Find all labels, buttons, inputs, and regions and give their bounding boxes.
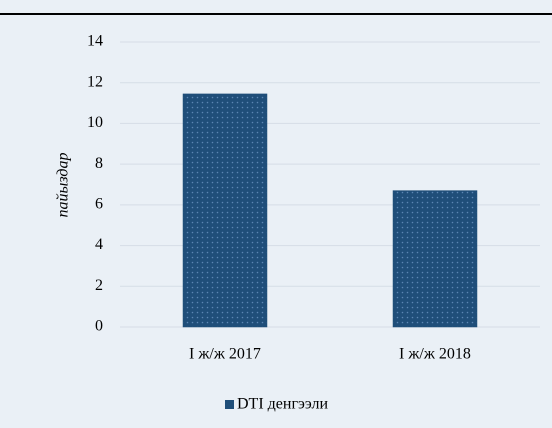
y-tick-label: 10 [87, 114, 103, 131]
y-tick-label: 8 [95, 155, 103, 172]
x-tick-label: I ж/ж 2017 [189, 346, 261, 363]
bar [182, 93, 268, 328]
y-tick-label: 6 [95, 196, 103, 213]
y-tick-label: 12 [87, 73, 103, 90]
x-tick-label: I ж/ж 2018 [399, 346, 471, 363]
y-tick-label: 0 [95, 318, 103, 335]
y-tick-label: 2 [95, 277, 103, 294]
bar [392, 190, 478, 328]
legend-label: DTI денгээли [237, 396, 328, 413]
y-axis-label: пайыздар [55, 153, 72, 218]
legend-swatch [225, 400, 234, 409]
y-tick-label: 14 [87, 33, 103, 50]
y-tick-label: 4 [95, 236, 103, 253]
